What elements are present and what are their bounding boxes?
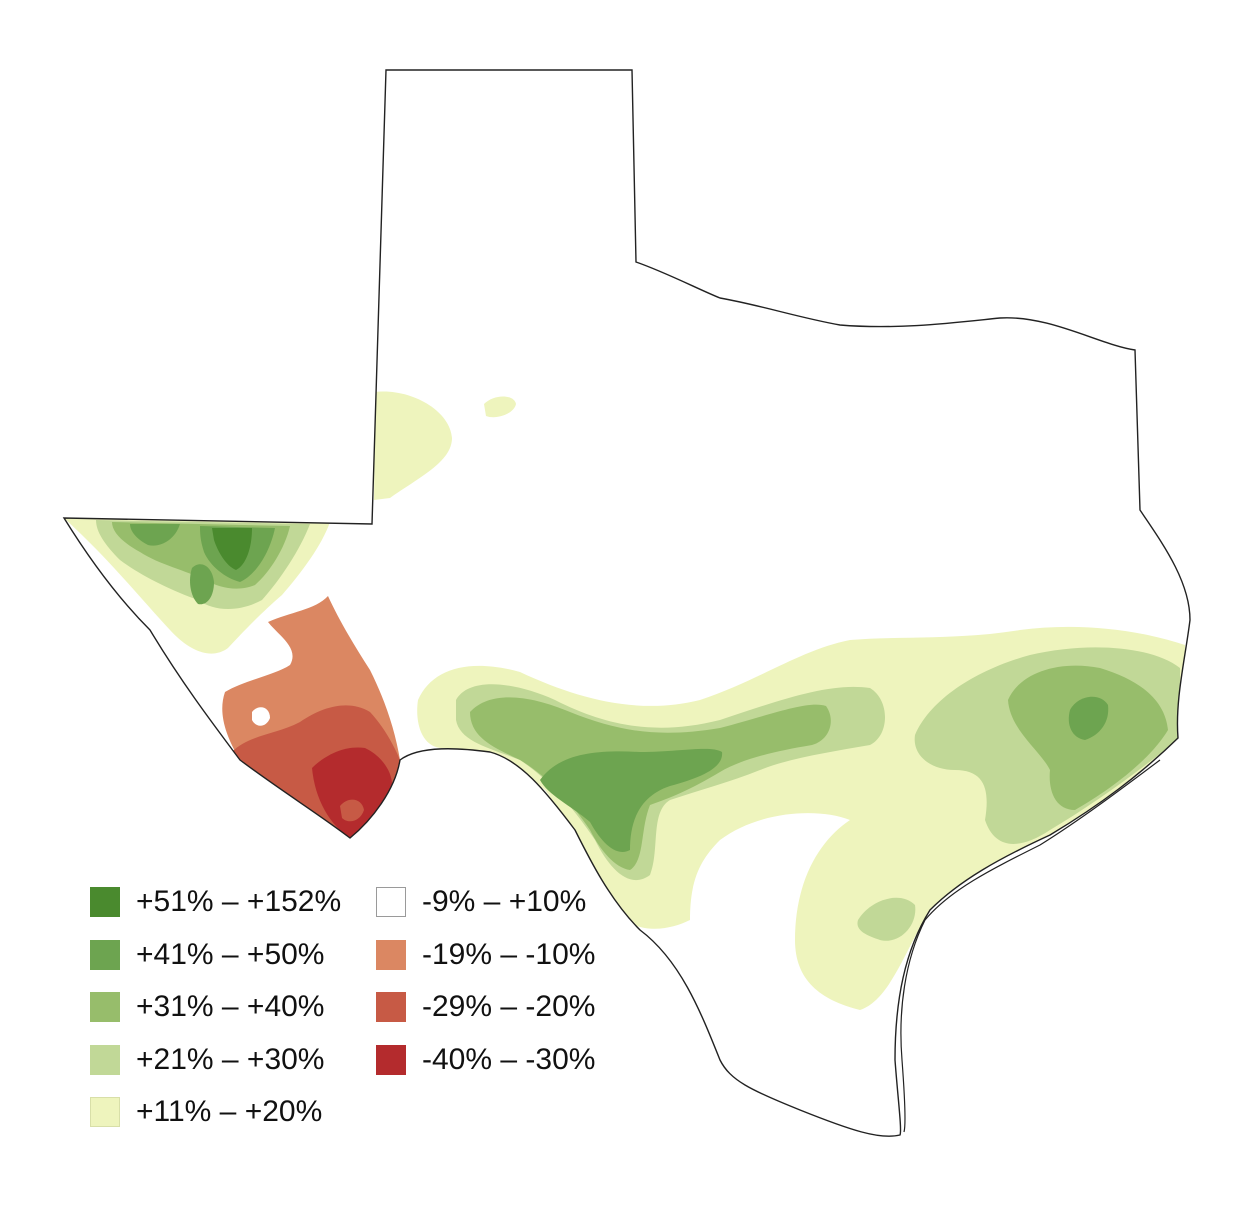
zone-neg-40-30: [312, 747, 392, 838]
zone-neg-29-20-spot: [340, 799, 364, 822]
legend-label: -40% – -30%: [422, 1042, 596, 1076]
zone-41-50-far-west-c: [190, 564, 214, 605]
legend-item: -40% – -30%: [376, 1034, 595, 1087]
legend-label: +11% – +20%: [136, 1095, 323, 1129]
legend-swatch: [376, 939, 406, 970]
zone-41-50-central: [540, 748, 723, 852]
precipitation-zones: [64, 391, 1185, 1010]
zone-neutral-hole: [252, 707, 270, 726]
zone-41-50-far-west: [130, 524, 180, 546]
legend-item: +51% – +152%: [90, 876, 341, 929]
legend-swatch: [90, 887, 120, 918]
zone-51-152-far-west: [212, 528, 252, 570]
legend-column-positive: +51% – +152% +41% – +50% +31% – +40% +21…: [90, 876, 341, 1139]
legend-item: -9% – +10%: [376, 876, 595, 929]
legend-swatch: [90, 939, 120, 970]
legend-item: -29% – -20%: [376, 981, 595, 1034]
zone-11-20-panhandle-spot: [484, 396, 516, 418]
legend-swatch: [376, 992, 406, 1023]
legend-label: +41% – +50%: [136, 937, 325, 971]
legend-label: -19% – -10%: [422, 937, 596, 971]
legend-item: -19% – -10%: [376, 929, 595, 982]
coastal-barrier-islands: [900, 759, 1161, 1133]
legend-label: +51% – +152%: [136, 885, 342, 919]
zone-11-20-panhandle: [374, 391, 452, 500]
legend-item: +21% – +30%: [90, 1034, 341, 1087]
zone-21-30-coastal: [857, 897, 916, 941]
legend-swatch: [90, 1097, 120, 1128]
texas-outline: [62, 69, 1191, 1137]
legend-item: +11% – +20%: [90, 1086, 341, 1139]
legend-label: -29% – -20%: [422, 990, 596, 1024]
zone-41-50-east: [1068, 696, 1109, 740]
legend-label: +31% – +40%: [136, 990, 325, 1024]
legend-label: -9% – +10%: [422, 885, 587, 919]
legend-swatch: [90, 1044, 120, 1075]
legend-swatch: [376, 1044, 406, 1075]
legend-column-neutral-negative: -9% – +10% -19% – -10% -29% – -20% -40% …: [376, 876, 595, 1086]
legend-swatch: [376, 887, 406, 918]
legend-item: +41% – +50%: [90, 929, 341, 982]
legend-label: +21% – +30%: [136, 1042, 325, 1076]
legend-swatch: [90, 992, 120, 1023]
legend-item: +31% – +40%: [90, 981, 341, 1034]
